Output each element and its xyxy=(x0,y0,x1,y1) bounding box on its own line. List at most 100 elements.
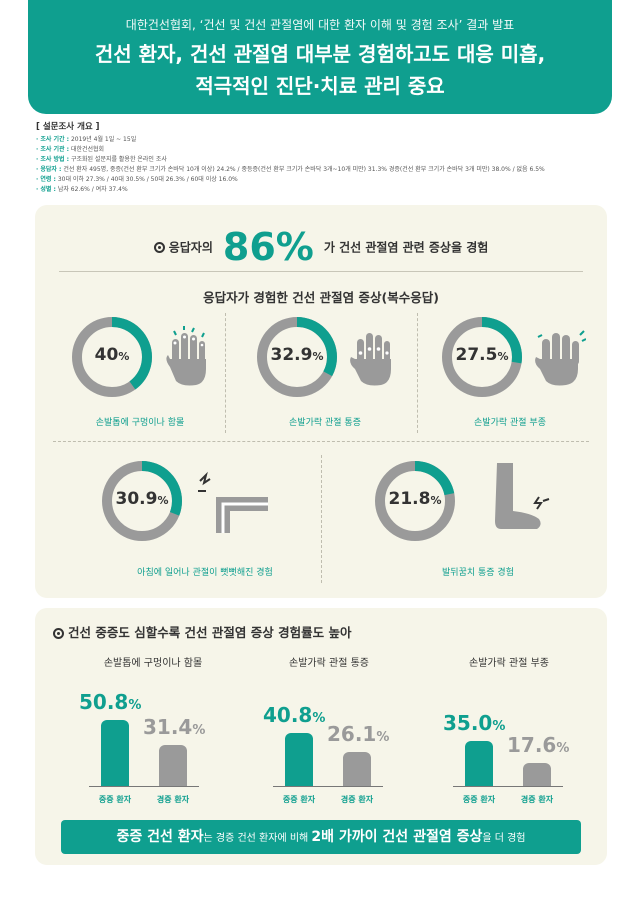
donut-ring xyxy=(257,317,337,397)
donut-arc xyxy=(442,317,522,397)
banner-text-1: 는 경증 건선 환자에 비해 xyxy=(203,833,312,844)
survey-row: · 조사 기간 : 2019년 4월 1일 ~ 15일 xyxy=(36,135,606,145)
donut-value-number: 32.9 xyxy=(270,345,313,365)
divider xyxy=(225,313,226,433)
survey-key: · 성별 : xyxy=(36,186,56,193)
headline-pre: 응답자의 xyxy=(168,240,213,255)
survey-value: 대한건선협회 xyxy=(69,146,105,153)
bar-label-mild: 경증 환자 xyxy=(520,795,554,804)
survey-row: · 성별 : 남자 62.6% / 여자 37.4% xyxy=(36,185,606,195)
stiff-joint-icon xyxy=(198,471,268,533)
bar-label-severe: 중증 환자 xyxy=(462,795,496,804)
divider xyxy=(53,441,589,442)
bar-group-title: 손발톱에 구멍이나 함몰 xyxy=(103,658,203,669)
bar-value-number: 35.0 xyxy=(443,710,493,735)
symptom-cell: 30.9% 아침에 일어나 관절이 뻣뻣해진 경험 xyxy=(100,459,310,585)
divider xyxy=(59,271,583,272)
headline-percent: 86% xyxy=(222,225,314,269)
survey-key: · 조사 기관 : xyxy=(36,146,70,153)
bar-value-number: 17.6 xyxy=(507,733,557,758)
severity-title-text: 건선 중증도 심할수록 건선 관절염 증상 경험률도 높아 xyxy=(68,625,352,640)
symptom-label: 발뒤꿈치 통증 경험 xyxy=(442,568,514,578)
header-title-line1: 건선 환자, 건선 관절염 대부분 경험하고도 대응 미흡, xyxy=(94,42,546,66)
survey-row: · 연령 : 30대 이하 27.3% / 40대 30.5% / 50대 26… xyxy=(36,175,606,185)
symptoms-subtitle: 응답자가 경험한 건선 관절염 증상(복수응답) xyxy=(203,290,439,305)
survey-title: [ 설문조사 개요 ] xyxy=(36,122,100,132)
bar-baseline xyxy=(453,786,563,787)
bar-mild xyxy=(343,752,371,786)
bar-value-mild: 17.6% xyxy=(507,733,569,757)
banner-bold-2: 2배 가까이 건선 관절염 증상 xyxy=(311,829,483,845)
bar-value-number: 50.8 xyxy=(79,689,129,714)
bar-mild xyxy=(159,745,187,786)
survey-value: 남자 62.6% / 여자 37.4% xyxy=(55,186,128,193)
symptom-cell: 21.8% 발뒤꿈치 통증 경험 xyxy=(373,459,583,585)
donut-value-number: 40 xyxy=(94,345,119,365)
bar-group-title: 손발가락 관절 부종 xyxy=(469,658,549,669)
bar-label-mild: 경증 환자 xyxy=(340,795,374,804)
percent-unit: % xyxy=(312,350,324,363)
banner-text-2: 을 더 경험 xyxy=(482,833,526,844)
symptom-cell: 40% 손발톱에 구멍이나 함몰 xyxy=(70,315,220,435)
percent-unit: % xyxy=(118,350,130,363)
survey-key: · 조사 방법 : xyxy=(36,156,70,163)
symptom-cell: 32.9% 손발가락 관절 통증 xyxy=(255,315,405,435)
survey-value: 건선 환자 495명, 중증(건선 환부 크기가 손바닥 10개 이상) 24.… xyxy=(61,166,545,173)
heel-pain-icon xyxy=(495,463,550,529)
survey-overview: [ 설문조사 개요 ] · 조사 기간 : 2019년 4월 1일 ~ 15일 … xyxy=(36,120,606,195)
donut-value: 27.5% xyxy=(440,345,524,365)
bar-value-severe: 40.8% xyxy=(263,703,325,727)
donut-ring xyxy=(102,461,182,541)
divider xyxy=(417,313,418,433)
donut-ring xyxy=(375,461,455,541)
percent-unit: % xyxy=(128,697,142,713)
bar-label-severe: 중증 환자 xyxy=(282,795,316,804)
percent-unit: % xyxy=(430,494,442,507)
symptom-cell: 27.5% 손발가락 관절 부종 xyxy=(440,315,590,435)
donut-value: 40% xyxy=(70,345,154,365)
bar-label-mild: 경증 환자 xyxy=(156,795,190,804)
survey-row: · 조사 방법 : 구조화된 설문지를 활용한 온라인 조사 xyxy=(36,155,606,165)
survey-key: · 연령 : xyxy=(36,176,56,183)
bar-value-severe: 35.0% xyxy=(443,711,505,735)
bar-value-severe: 50.8% xyxy=(79,690,141,714)
donut-value-number: 27.5 xyxy=(455,345,498,365)
percent-unit: % xyxy=(192,723,206,739)
symptom-label: 손발가락 관절 부종 xyxy=(474,418,546,428)
survey-value: 2019년 4월 1일 ~ 15일 xyxy=(69,136,137,143)
donut-value: 30.9% xyxy=(100,489,184,509)
donut-value-number: 30.9 xyxy=(115,489,158,509)
percent-unit: % xyxy=(376,730,390,746)
percent-unit: % xyxy=(492,718,506,734)
conclusion-banner: 중증 건선 환자는 경증 건선 환자에 비해 2배 가까이 건선 관절염 증상을… xyxy=(61,820,581,854)
bar-severe xyxy=(285,732,313,786)
bar-value-mild: 26.1% xyxy=(327,722,389,746)
donut-arc xyxy=(102,461,182,541)
hand-nail-icon xyxy=(166,326,206,386)
header-title-line2: 적극적인 진단·치료 관리 중요 xyxy=(195,74,445,98)
bar-label-severe: 중증 환자 xyxy=(98,795,132,804)
survey-row: · 조사 기관 : 대한건선협회 xyxy=(36,145,606,155)
severity-title: 건선 중증도 심할수록 건선 관절염 증상 경험률도 높아 xyxy=(53,622,351,641)
header-subtitle: 대한건선협회, ‘건선 및 건선 관절염에 대한 환자 이해 및 경험 조사’ … xyxy=(125,18,515,32)
bar-value-mild: 31.4% xyxy=(143,715,205,739)
hand-pain-icon xyxy=(350,333,391,386)
bar-severe xyxy=(101,719,129,786)
percent-unit: % xyxy=(497,350,509,363)
donut-ring xyxy=(442,317,522,397)
percent-unit: % xyxy=(556,741,570,757)
percent-unit: % xyxy=(157,494,169,507)
survey-row: · 응답자 : 건선 환자 495명, 중증(건선 환부 크기가 손바닥 10개… xyxy=(36,165,606,175)
bar-baseline xyxy=(89,786,199,787)
headline: 응답자의 86% 가 건선 관절염 관련 증상을 경험 xyxy=(35,225,607,269)
symptom-label: 아침에 일어나 관절이 뻣뻣해진 경험 xyxy=(137,568,273,578)
severity-panel: 건선 중증도 심할수록 건선 관절염 증상 경험률도 높아 손발톱에 구멍이나 … xyxy=(35,608,607,865)
symptom-label: 손발톱에 구멍이나 함몰 xyxy=(95,418,185,428)
donut-arc xyxy=(375,461,455,541)
headline-post: 가 건선 관절염 관련 증상을 경험 xyxy=(323,240,489,255)
donut-value-number: 21.8 xyxy=(388,489,431,509)
header: 대한건선협회, ‘건선 및 건선 관절염에 대한 환자 이해 및 경험 조사’ … xyxy=(28,0,612,114)
bar-baseline xyxy=(273,786,383,787)
donut-value: 32.9% xyxy=(255,345,339,365)
survey-key: · 조사 기간 : xyxy=(36,136,70,143)
